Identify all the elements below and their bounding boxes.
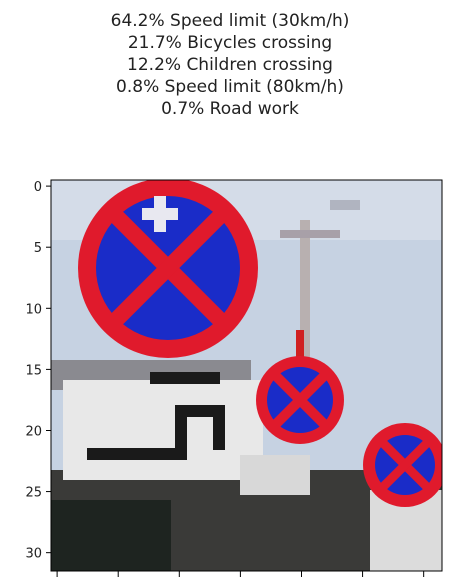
y-tick-label: 0 (34, 180, 42, 195)
small-sign-cross-b (379, 439, 431, 491)
y-tick-label: 20 (25, 424, 42, 439)
background-structure (330, 200, 360, 210)
background-crossbar (280, 230, 340, 238)
pixel-image (51, 180, 442, 571)
ground-shadow (51, 500, 171, 571)
plate-arrow-top (175, 405, 225, 417)
y-tick-label: 15 (25, 363, 42, 378)
large-sign-cross-b (109, 209, 227, 327)
title-line-1: 64.2% Speed limit (30km/h) (110, 11, 350, 31)
title-line-2: 21.7% Bicycles crossing (127, 33, 333, 53)
plate-top-bar (150, 372, 220, 384)
title-line-4: 0.8% Speed limit (80km/h) (116, 77, 344, 97)
large-sign-glare-vertical (154, 196, 166, 232)
axes-frame (50, 179, 443, 572)
plate-arrow-right (213, 410, 225, 450)
y-tick-label: 5 (34, 241, 42, 256)
medium-sign-top (296, 330, 304, 360)
plate-lower (240, 455, 310, 495)
title-line-5: 0.7% Road work (161, 99, 299, 119)
y-tick-label: 25 (25, 486, 42, 501)
medium-sign-cross-b (272, 372, 328, 428)
background-pole (300, 220, 310, 370)
plate-arrow-shaft (87, 448, 187, 460)
y-tick-label: 10 (25, 302, 42, 317)
chart-title: 64.2% Speed limit (30km/h) 21.7% Bicycle… (0, 10, 460, 120)
y-axis: 0 5 10 15 20 25 30 (25, 180, 51, 562)
y-tick-label: 30 (25, 547, 42, 562)
supplementary-plate (63, 380, 263, 480)
plate-arrow-left (175, 410, 187, 460)
title-line-3: 12.2% Children crossing (127, 55, 333, 75)
x-axis (56, 571, 425, 577)
